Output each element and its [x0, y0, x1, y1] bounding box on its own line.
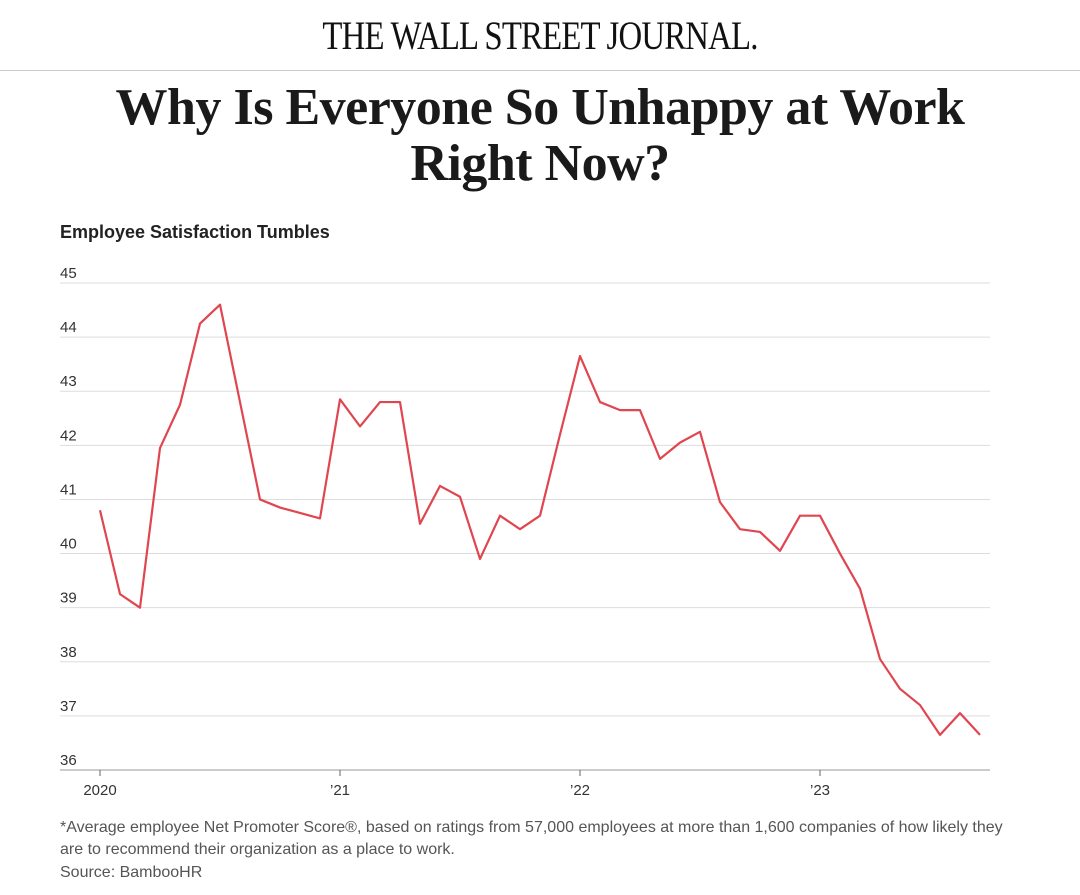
- y-tick-label: 45: [60, 265, 77, 282]
- y-tick-label: 44: [60, 319, 77, 336]
- x-tick-label: 2020: [83, 782, 116, 799]
- y-tick-label: 39: [60, 590, 77, 607]
- y-tick-label: 40: [60, 536, 77, 553]
- line-series: [98, 303, 981, 736]
- source: Source: BambooHR: [60, 864, 203, 881]
- y-tick-label: 43: [60, 373, 77, 390]
- y-tick-label: 42: [60, 427, 77, 444]
- y-tick-label: 36: [60, 752, 77, 769]
- x-tick-label: ’21: [330, 782, 350, 799]
- headline: Why Is Everyone So Unhappy at Work Right…: [115, 79, 965, 192]
- y-tick-label: 38: [60, 644, 77, 661]
- chart-title: Employee Satisfaction Tumbles: [60, 222, 330, 242]
- footnote: *Average employee Net Promoter Score®, b…: [60, 819, 1003, 858]
- divider: [0, 70, 1080, 71]
- masthead: THE WALL STREET JOURNAL.: [322, 13, 758, 58]
- y-tick-label: 37: [60, 698, 77, 715]
- x-tick-label: ’22: [570, 782, 590, 799]
- y-tick-label: 41: [60, 481, 77, 498]
- x-tick-label: ’23: [810, 782, 830, 799]
